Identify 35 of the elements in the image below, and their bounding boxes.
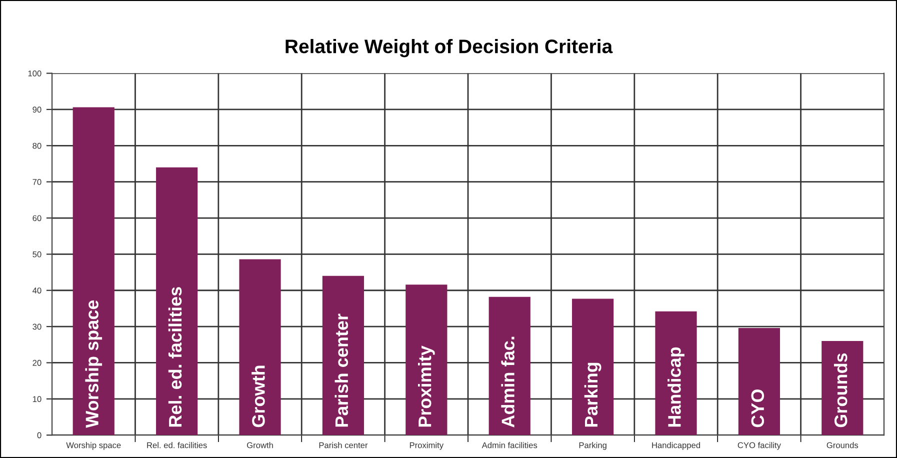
x-tick-label: Worship space bbox=[66, 442, 121, 450]
y-tick-label: 90 bbox=[32, 106, 42, 113]
bar bbox=[572, 298, 614, 436]
x-tick-label: Admin facilities bbox=[482, 442, 538, 448]
y-tick-label: 80 bbox=[32, 142, 42, 149]
bar bbox=[239, 259, 281, 436]
bar bbox=[822, 341, 864, 436]
y-tick-label: 50 bbox=[32, 251, 42, 258]
bar bbox=[738, 328, 780, 436]
y-tick-label: 20 bbox=[32, 360, 42, 366]
x-tick-label: Grounds bbox=[826, 442, 858, 448]
annotation: CYO bbox=[751, 389, 764, 428]
bar bbox=[72, 107, 114, 436]
y-tick-label: 70 bbox=[32, 179, 42, 185]
chart-title: Relative Weight of Decision Criteria bbox=[286, 38, 613, 58]
y-tick-label: 30 bbox=[32, 324, 42, 330]
x-tick-label: Proximity bbox=[410, 442, 444, 450]
y-tick-label: 0 bbox=[37, 432, 42, 438]
x-tick-label: Handicapped bbox=[652, 442, 700, 450]
annotation: Admin fac. bbox=[501, 336, 514, 428]
y-tick-label: 40 bbox=[32, 288, 42, 294]
bar bbox=[488, 296, 530, 436]
x-tick-label: Parish center bbox=[319, 442, 368, 448]
y-tick-label: 10 bbox=[32, 396, 42, 402]
x-tick-label: Growth bbox=[247, 442, 273, 448]
bar bbox=[655, 311, 697, 436]
bar bbox=[406, 284, 448, 436]
y-tick-label: 100 bbox=[28, 70, 42, 76]
bar bbox=[156, 167, 198, 436]
annotation: Handicap bbox=[668, 347, 684, 427]
x-tick-label: Rel. ed. facilities bbox=[147, 442, 207, 448]
y-tick-label: 60 bbox=[32, 215, 42, 222]
bar bbox=[322, 276, 364, 436]
x-tick-label: Parking bbox=[579, 442, 606, 450]
x-tick-label: CYO facility bbox=[738, 442, 781, 450]
